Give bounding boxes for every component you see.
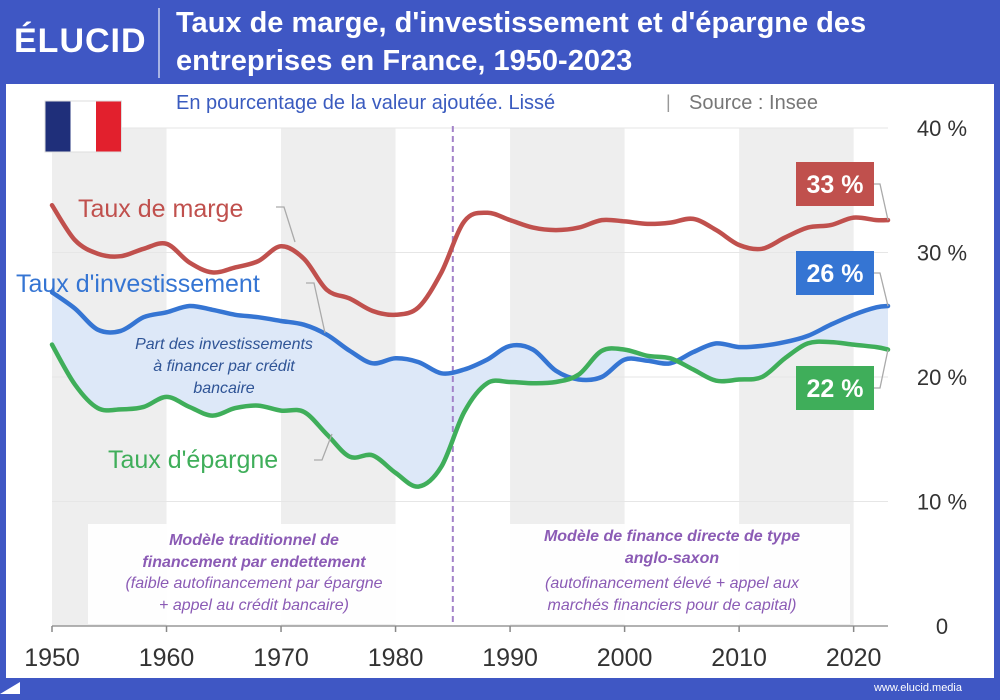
end-badge-investissement-box — [796, 251, 874, 295]
gap-annotation-line-3: bancaire — [193, 380, 254, 397]
header: ÉLUCID Taux de marge, d'investissement e… — [0, 0, 1000, 84]
right-model-title-1: Modèle de finance directe de type — [544, 528, 800, 545]
x-tick-label-1960: 1960 — [139, 644, 195, 672]
gap-annotation-line-2: à financer par crédit — [153, 358, 295, 375]
flag-white-icon — [70, 101, 96, 152]
end-badge-investissement-connector — [874, 272, 889, 307]
right-model-text-1: (autofinancement élevé + appel aux — [545, 575, 800, 592]
left-model-title-1: Modèle traditionnel de — [169, 532, 339, 549]
left-model-text-2: + appel au crédit bancaire) — [159, 597, 349, 614]
x-tick-label-2000: 2000 — [597, 644, 653, 672]
flag-border — [44, 100, 122, 153]
x-tick-label-1950: 1950 — [24, 644, 80, 672]
end-badge-epargne-connector — [874, 349, 889, 389]
gap-annotation-line-1: Part des investissements — [135, 336, 313, 353]
y-tick-label-0: 0 — [936, 614, 948, 639]
end-badge-epargne-label: 22 % — [807, 375, 864, 403]
x-tick-label-1990: 1990 — [482, 644, 538, 672]
right-model-text-2: marchés financiers pour de capital) — [547, 597, 796, 614]
elucid-logo: ÉLUCID — [14, 22, 147, 60]
series-label-marge: Taux de marge — [78, 195, 243, 223]
chart-title: Taux de marge, d'investissement et d'épa… — [176, 7, 867, 77]
left-model-title-2: financement par endettement — [142, 554, 366, 571]
end-badge-marge-box — [796, 162, 874, 206]
x-tick-label-2010: 2010 — [711, 644, 767, 672]
chart-subtitle: En pourcentage de la valeur ajoutée. Lis… — [176, 92, 555, 114]
flag-red-icon — [96, 101, 122, 152]
chart-source: Source : Insee — [689, 92, 818, 114]
y-tick-label-10: 10 % — [917, 490, 967, 515]
series-label-epargne-leader — [314, 433, 333, 461]
series-label-investissement-leader — [306, 282, 326, 334]
footer-url: www.elucid.media — [873, 682, 962, 694]
end-badge-marge-label: 33 % — [807, 171, 864, 199]
end-badge-investissement-label: 26 % — [807, 260, 864, 288]
series-label-marge-leader — [276, 206, 296, 243]
series-line-marge — [49, 202, 891, 318]
left-model-box — [88, 524, 421, 624]
right-model-box — [505, 524, 850, 624]
left-model-text-1: (faible autofinancement par épargne — [125, 575, 382, 592]
investment-saving-gap-area — [52, 292, 888, 487]
x-tick-label-2020: 2020 — [826, 644, 882, 672]
right-model-title-2: anglo-saxon — [625, 550, 719, 567]
y-tick-label-30: 30 % — [917, 241, 967, 266]
y-tick-label-40: 40 % — [917, 116, 967, 141]
series-line-epargne — [49, 339, 891, 489]
elucid-mark-icon — [0, 682, 20, 694]
x-tick-label-1970: 1970 — [253, 644, 309, 672]
flag-blue-icon — [45, 101, 71, 152]
end-badge-epargne-box — [796, 366, 874, 410]
logo-divider — [158, 8, 160, 78]
series-label-investissement: Taux d'investissement — [16, 270, 260, 298]
y-tick-label-20: 20 % — [917, 365, 967, 390]
series-line-investissement — [49, 290, 891, 383]
end-badge-marge-connector — [874, 183, 889, 221]
subtitle-separator: | — [666, 92, 671, 112]
series-label-epargne: Taux d'épargne — [108, 446, 278, 474]
x-tick-label-1980: 1980 — [368, 644, 424, 672]
